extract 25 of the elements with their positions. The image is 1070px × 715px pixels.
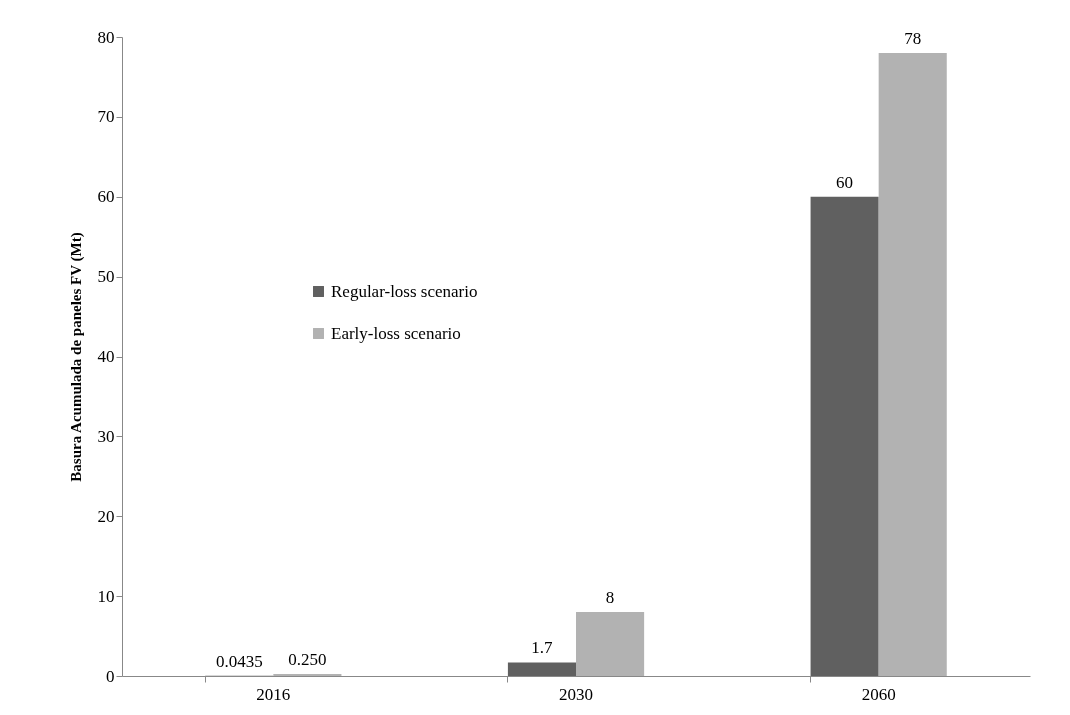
y-tick-label: 40	[97, 347, 115, 366]
y-tick-label: 70	[97, 107, 115, 127]
x-tick-label: 2060	[861, 684, 896, 704]
y-tick-label: 50	[97, 267, 115, 287]
data-label: 78	[904, 28, 922, 48]
y-tick-label: 30	[97, 426, 115, 446]
x-tick-label: 2016	[256, 684, 291, 704]
data-label: 0.0435	[215, 651, 263, 671]
data-label: 1.7	[531, 638, 554, 658]
data-label: 8	[605, 588, 615, 608]
legend-label: Early-loss scenario	[331, 323, 461, 343]
y-tick-label: 80	[97, 27, 115, 47]
data-label: 60	[836, 172, 854, 192]
bar	[576, 612, 645, 676]
bar	[810, 196, 879, 676]
y-axis-title: Basura Acumulada de paneles FV (Mt)	[67, 232, 85, 482]
x-tick-label: 2030	[559, 684, 593, 704]
legend-label: Regular-loss scenario	[331, 281, 478, 301]
y-tick-label: 10	[97, 586, 115, 606]
bar	[507, 662, 576, 676]
y-tick-label: 20	[97, 506, 115, 526]
bar	[878, 52, 947, 676]
y-tick-label: 60	[97, 187, 115, 207]
y-tick-label: 0	[106, 666, 115, 686]
data-label: 0.250	[288, 650, 327, 669]
